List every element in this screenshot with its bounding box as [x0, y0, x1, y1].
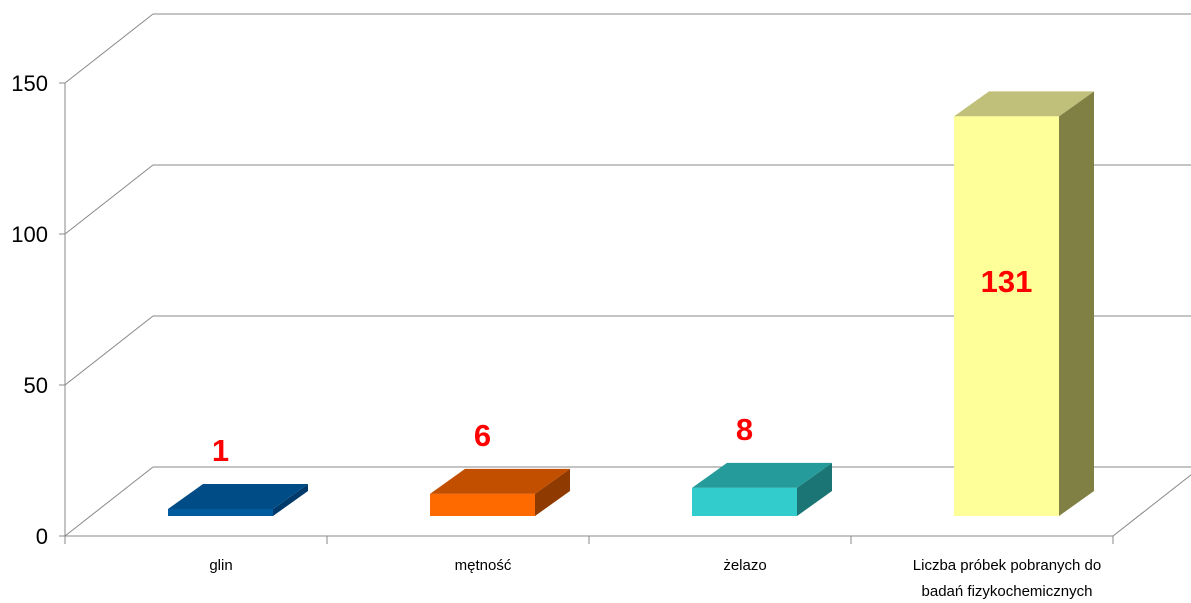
y-tick-label: 50	[24, 373, 48, 398]
gridline-diagonal	[64, 466, 154, 537]
bar-side	[1059, 91, 1094, 516]
x-tick-label: Liczba próbek pobranych do badań fizykoch…	[913, 557, 1101, 600]
data-label: 1	[212, 433, 229, 468]
bar-front	[692, 487, 797, 516]
y-tick-label: 0	[36, 524, 48, 549]
bar	[954, 91, 1094, 516]
data-label: 6	[474, 418, 491, 453]
x-tick-label: żelazo	[723, 557, 766, 574]
x-tick-label: glin	[209, 557, 232, 574]
bar	[168, 483, 308, 516]
gridline-diagonal	[64, 13, 154, 84]
data-label: 131	[981, 264, 1033, 299]
bar	[430, 468, 570, 516]
y-tick-label: 150	[11, 71, 48, 96]
bar-side	[273, 483, 308, 516]
bar-top	[168, 483, 308, 509]
bar-front	[168, 508, 273, 516]
x-tick-label-line: glin	[209, 557, 232, 574]
bar-top	[430, 468, 570, 494]
gridline-diagonal	[64, 315, 154, 386]
bar-front	[430, 493, 535, 516]
gridline-diagonal	[64, 164, 154, 235]
data-label: 8	[736, 412, 753, 447]
bars	[168, 91, 1094, 516]
x-tick-label-line: badań fizykochemicznych	[922, 583, 1093, 600]
bar-front	[954, 116, 1059, 516]
bar-side	[535, 468, 570, 516]
y-axis: 0 50 100 150	[11, 71, 66, 549]
bar	[692, 462, 832, 516]
x-axis: glin mętność żelazo Liczba próbek pobranych…	[64, 536, 1114, 600]
x-tick-label-line: mętność	[455, 557, 512, 574]
data-labels: 1 6 8 131	[212, 264, 1032, 468]
x-tick-label-line: Liczba próbek pobranych do	[913, 557, 1101, 574]
x-tick-label-line: żelazo	[723, 557, 766, 574]
x-tick-label: mętność	[455, 557, 512, 574]
floor-side-edge	[1112, 474, 1191, 537]
bar-top	[954, 91, 1094, 117]
bar-side	[797, 462, 832, 516]
bar-top	[692, 462, 832, 488]
y-tick-label: 100	[11, 222, 48, 247]
